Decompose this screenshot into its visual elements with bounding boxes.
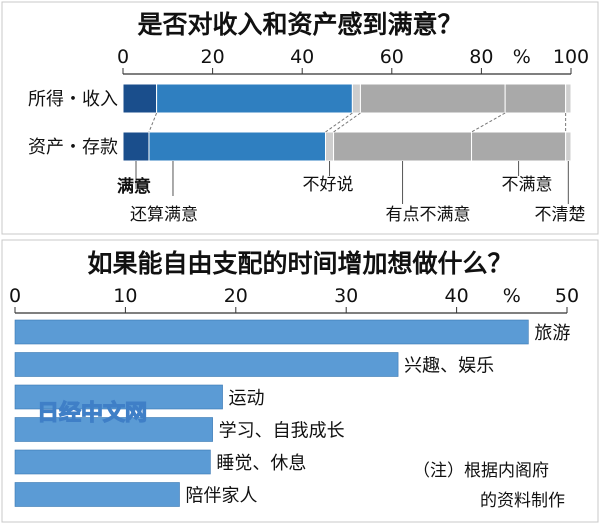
tick-label: 0 [9, 285, 21, 307]
unit-label: % [513, 46, 531, 68]
tick-label: 30 [334, 285, 358, 307]
tick-label: 0 [117, 46, 129, 68]
panel-frame-bottom [1, 239, 599, 523]
connector-line [325, 112, 353, 133]
tick-label: 80 [469, 46, 493, 68]
bar-label: 兴趣、娱乐 [404, 356, 494, 377]
bar-label: 睡觉、休息 [216, 453, 306, 474]
bar-label: 陪伴家人 [185, 486, 257, 507]
legend-label: 满意 [117, 176, 151, 197]
bar [14, 417, 213, 442]
bar [14, 449, 211, 475]
unit-label: % [503, 285, 521, 307]
bar-label: 运动 [229, 388, 265, 409]
tick-label: 40 [290, 46, 314, 68]
category-label: 资产・存款 [28, 137, 118, 158]
category-label: 所得・收入 [28, 89, 118, 110]
bar [14, 352, 399, 377]
bar-segment [122, 83, 158, 114]
bar [14, 319, 529, 345]
panel-frame-top [1, 1, 599, 235]
bar-segment [471, 131, 567, 162]
connector-line [148, 112, 158, 133]
chart-title: 如果能自由支配的时间增加想做什么？ [87, 249, 512, 278]
bar-label: 旅游 [534, 323, 570, 344]
bar-segment [351, 83, 361, 114]
legend-label: 不满意 [502, 175, 553, 195]
bar-segment [122, 131, 150, 162]
bar-segment [148, 131, 326, 162]
legend-label: 有点不满意 [386, 205, 471, 225]
bar-segment [333, 131, 473, 162]
tick-label: 10 [113, 285, 137, 307]
bar-segment [359, 83, 506, 114]
watermark-logo: 日经中文网 [36, 399, 147, 426]
note-line-2: 的资料制作 [480, 491, 565, 511]
bar-segment [565, 131, 572, 162]
connector-line [333, 112, 361, 133]
bar-segment [156, 83, 353, 114]
bar [14, 482, 180, 507]
bar-segment [324, 131, 335, 162]
tick-label: 20 [201, 46, 225, 68]
legend-label: 不好说 [303, 175, 354, 195]
legend-label: 还算满意 [130, 205, 198, 225]
bar-label: 学习、自我成长 [219, 421, 345, 442]
satisfaction-chart: 是否对收入和资产感到满意？ 0 20 40 60 80 100% 所得・收入资产・存款满意还算… [28, 10, 589, 225]
bar-segment [504, 83, 567, 114]
tick-label: 100 [553, 46, 589, 68]
svg-text:日经中文网: 日经中文网 [37, 400, 147, 426]
chart-title: 是否对收入和资产感到满意？ [137, 10, 462, 39]
tick-label: 40 [445, 285, 469, 307]
tick-label: 20 [224, 285, 248, 307]
connector-line [471, 112, 506, 133]
bar [14, 384, 223, 410]
tick-label: 50 [555, 285, 579, 307]
note-line-1: （注）根据内阁府 [413, 461, 549, 481]
legend-label: 不清楚 [535, 205, 586, 225]
tick-label: 60 [380, 46, 404, 68]
bar-segment [565, 83, 572, 114]
free-time-chart: 如果能自由支配的时间增加想做什么？ 0 10 20 30 40 50% 旅游兴趣、娱乐运动学习… [9, 249, 579, 507]
